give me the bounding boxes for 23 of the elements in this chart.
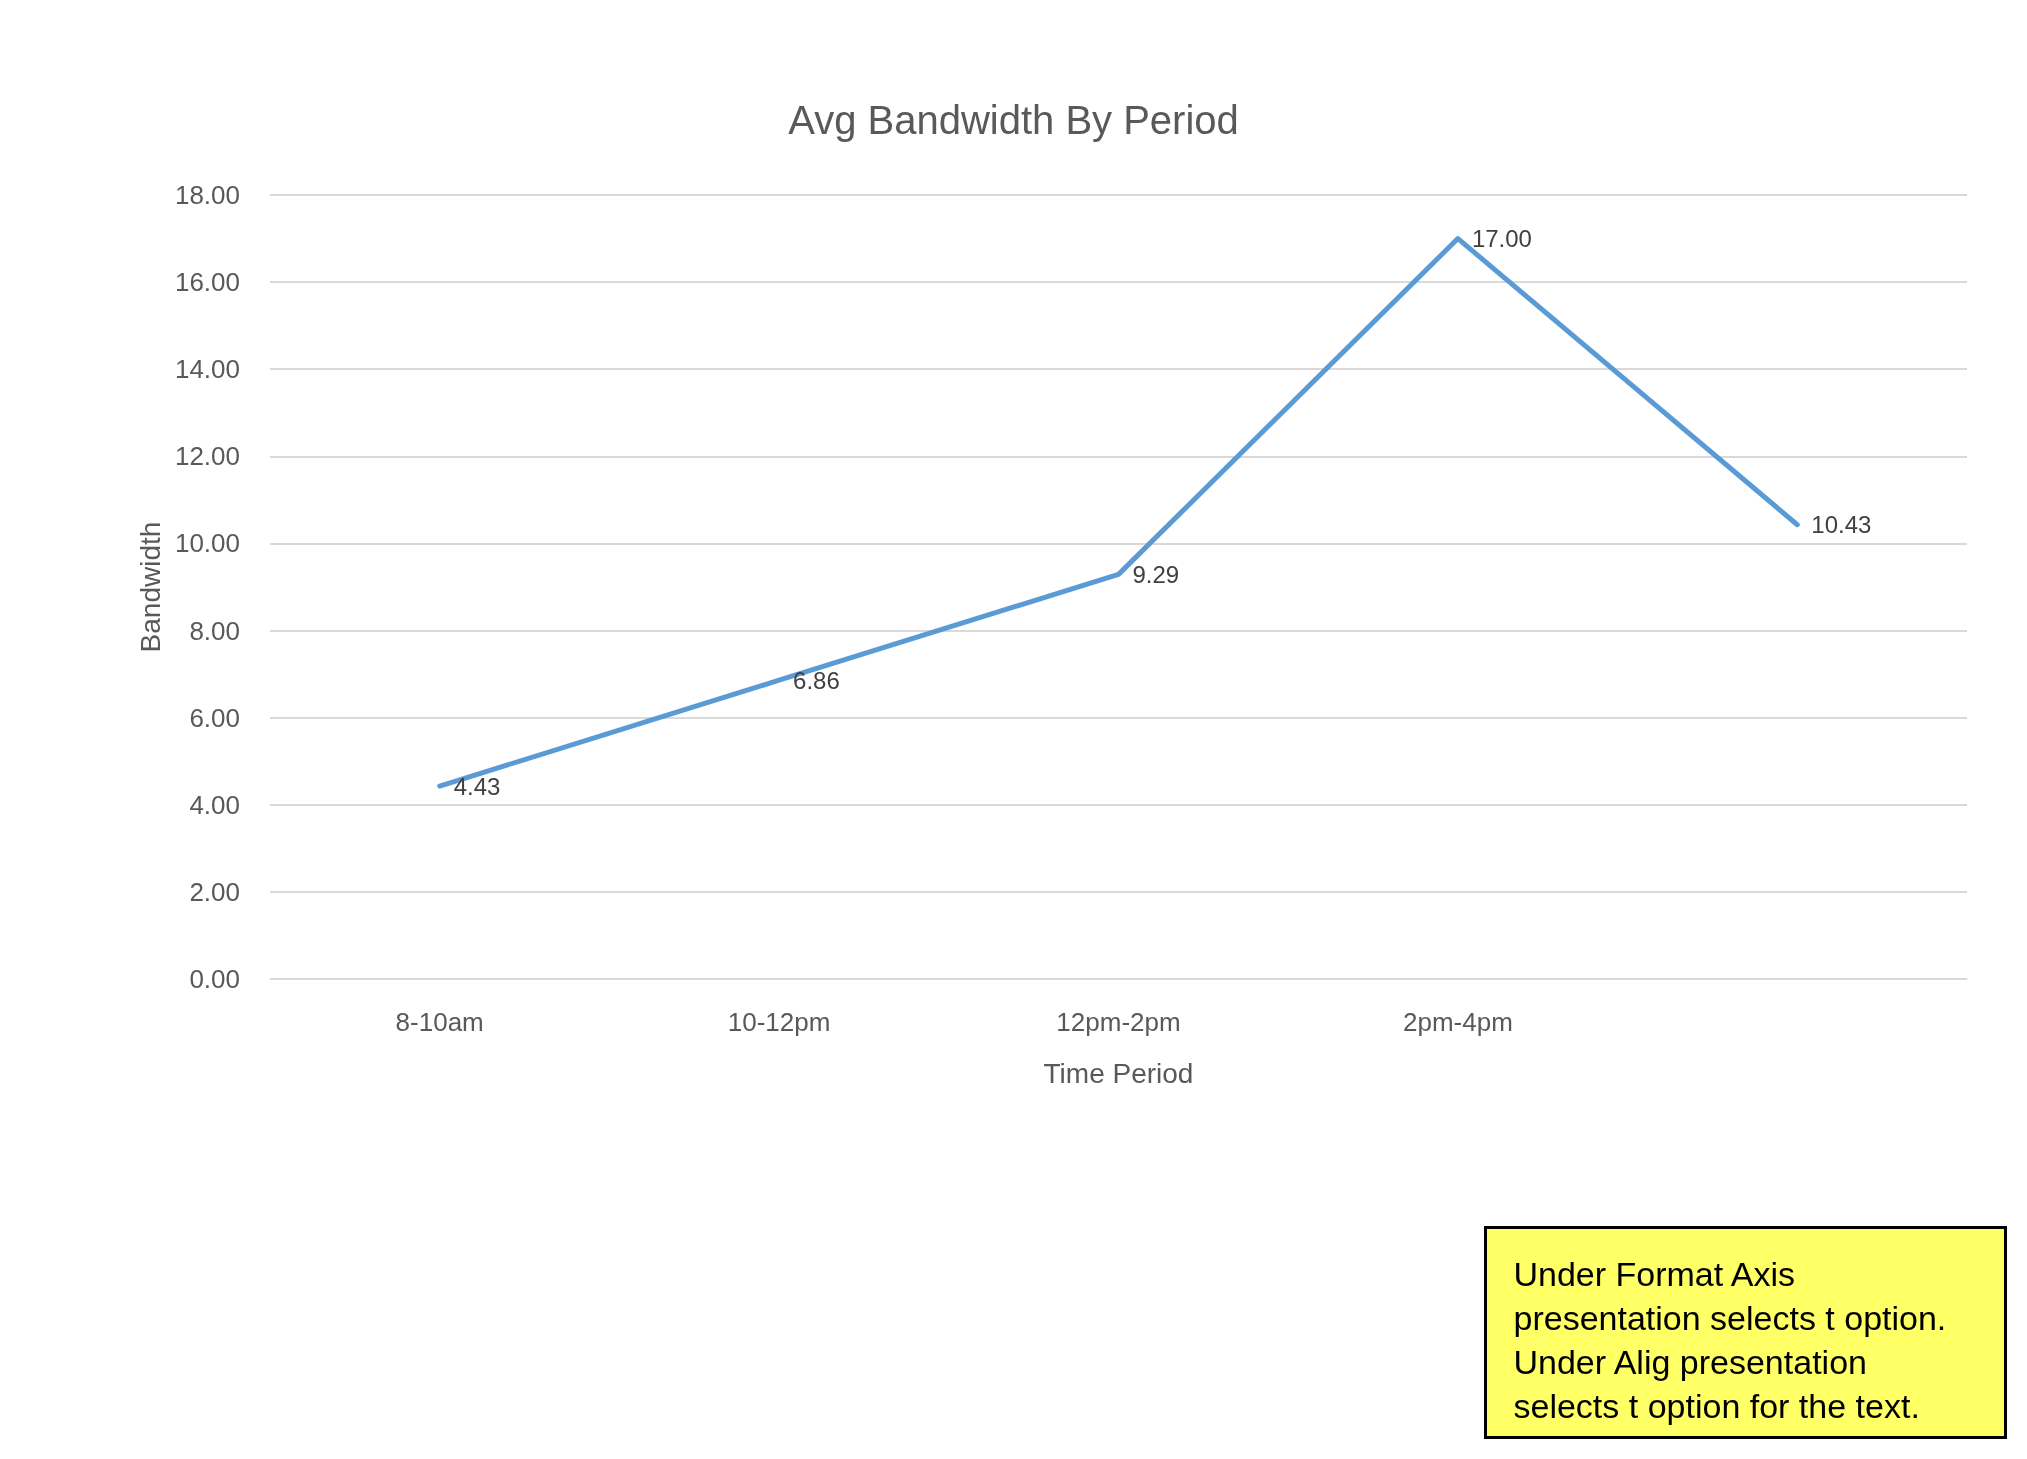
y-tick-label: 14.00 [174, 354, 240, 385]
text: Under Format Axis presentation selects t option. Under Alig presentation selects t option for the text. [1513, 1254, 1956, 1425]
data-label: 17.00 [1471, 225, 1532, 253]
data-label: 10.43 [1811, 511, 1872, 539]
x-axis-title: Time Period [1043, 1057, 1194, 1089]
y-axis-title: Bandwidth [134, 521, 166, 653]
data-label: 6.86 [793, 666, 840, 694]
x-tick-label: 2pm-4pm [1402, 1007, 1513, 1037]
y-tick-label: 4.00 [189, 789, 240, 820]
y-tick-label: 18.00 [174, 180, 240, 210]
x-tick-label: 10-12pm [727, 1007, 831, 1037]
y-tick-label: 2.00 [189, 876, 240, 907]
y-tick-label: 0.00 [189, 964, 240, 994]
x-tick-label: 12pm-2pm [1056, 1007, 1181, 1037]
y-tick-label: 16.00 [174, 267, 240, 298]
y-tick-label: 6.00 [189, 702, 240, 733]
chart-title: Avg Bandwidth By Period [788, 98, 1239, 142]
data-label: 4.43 [453, 772, 501, 800]
y-tick-label: 10.00 [174, 528, 240, 559]
data-label: 9.29 [1132, 560, 1180, 588]
y-tick-label: 12.00 [174, 441, 240, 472]
y-tick-label: 8.00 [189, 615, 240, 646]
x-tick-label: 8-10am [395, 1007, 484, 1037]
